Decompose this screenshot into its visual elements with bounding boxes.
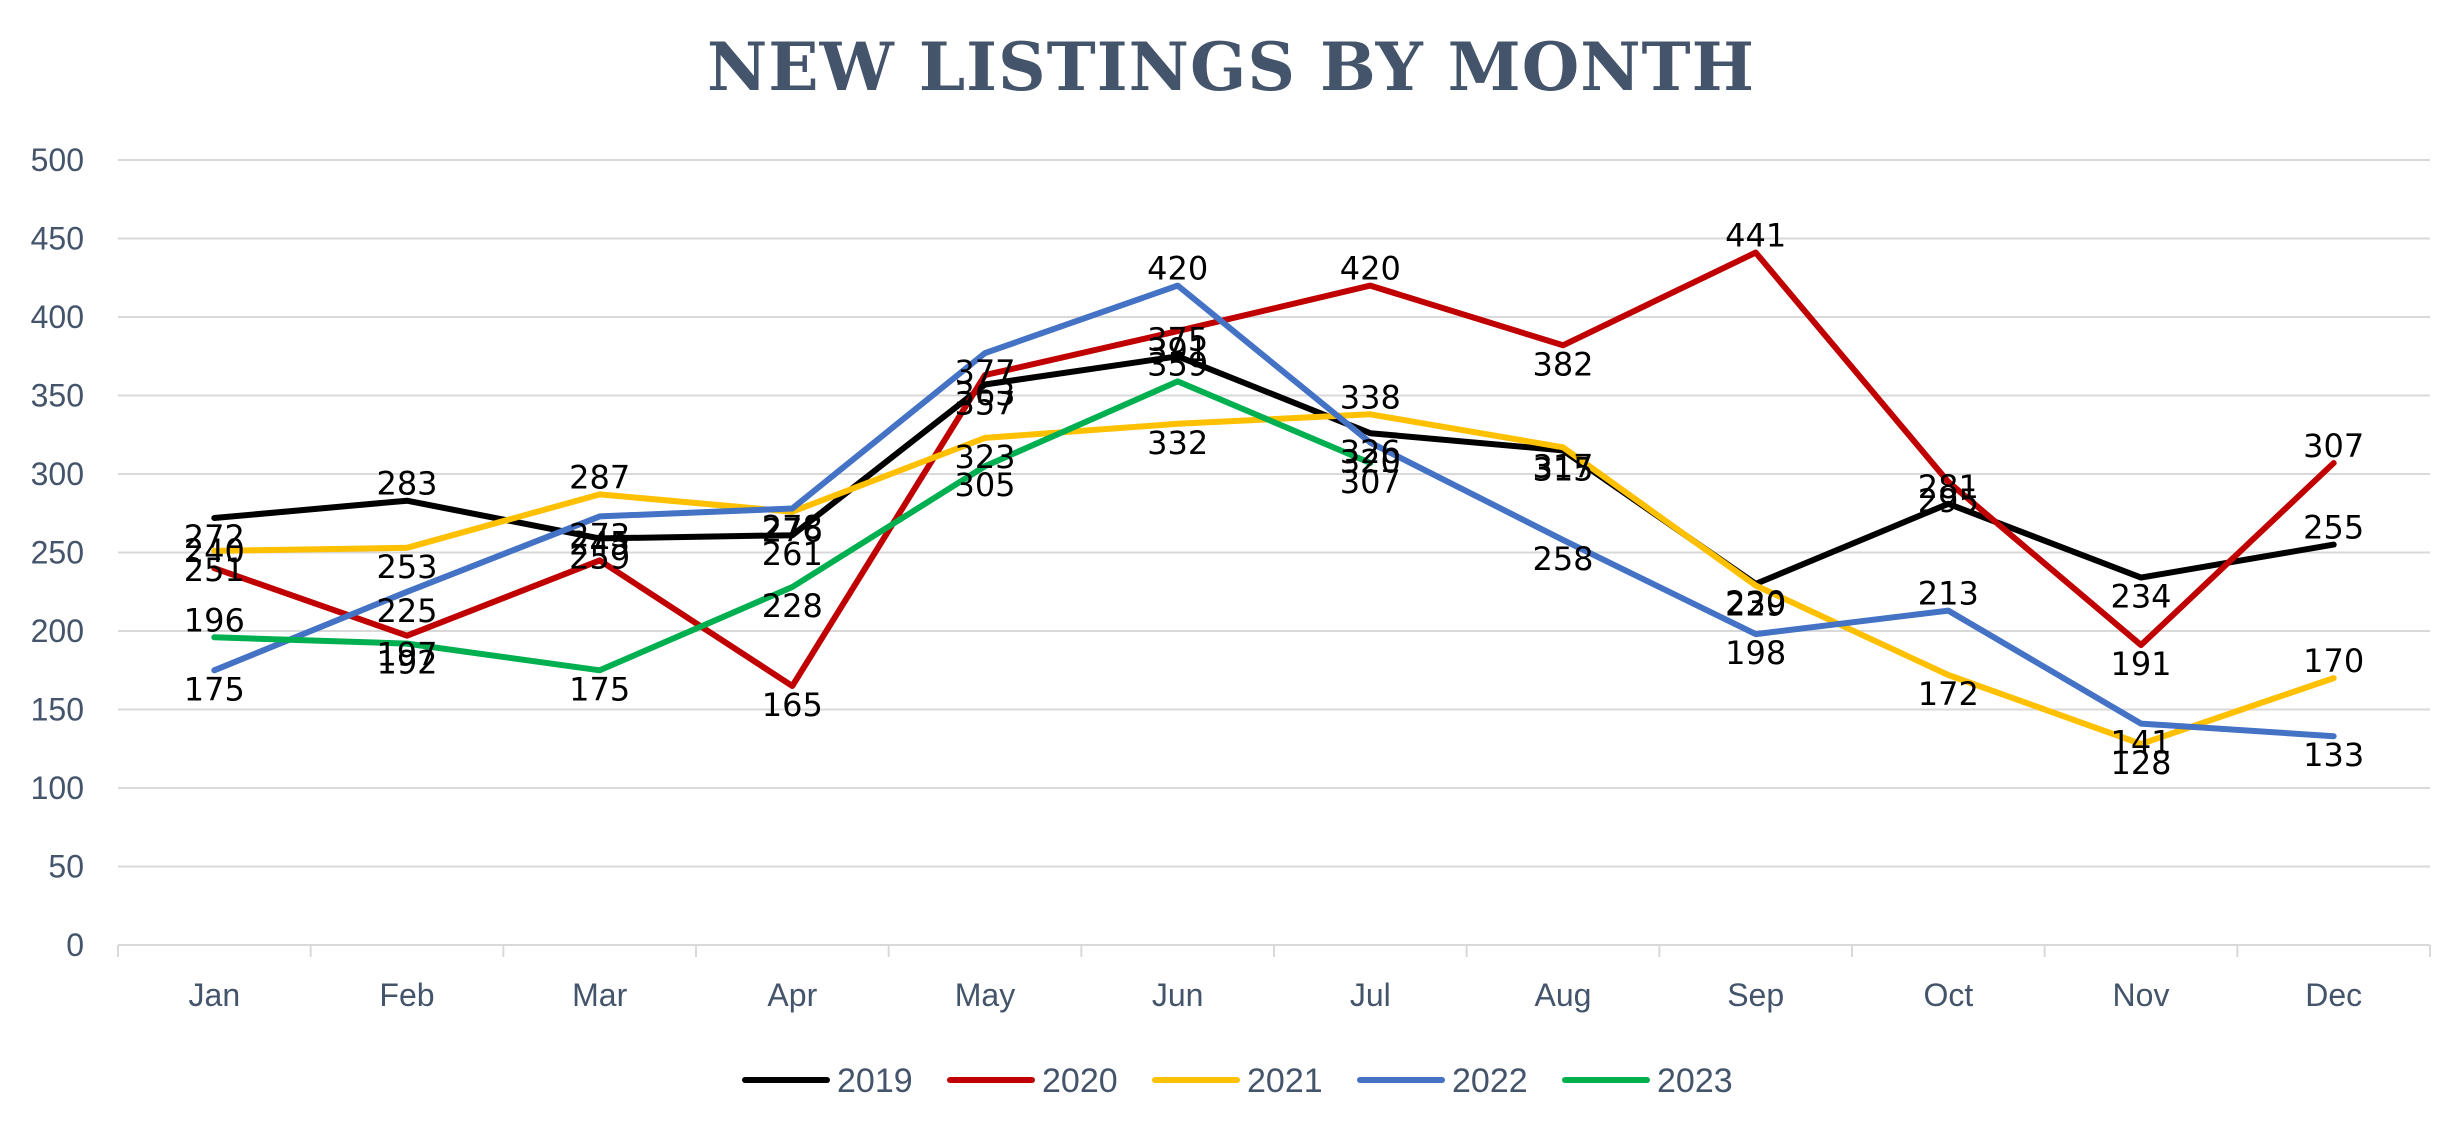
data-label-2019: 272 bbox=[184, 518, 245, 556]
data-label-2021: 128 bbox=[2110, 744, 2171, 782]
data-label-2019: 315 bbox=[1532, 450, 1593, 488]
x-tick-label: Oct bbox=[1923, 977, 1973, 1013]
y-tick-label: 250 bbox=[31, 535, 84, 571]
x-tick-label: Jul bbox=[1350, 977, 1391, 1013]
legend: 2019 2020 2021 2022 2023 bbox=[742, 1062, 1733, 1100]
data-label-2021: 317 bbox=[1532, 447, 1593, 485]
y-tick-label: 300 bbox=[31, 456, 84, 492]
series-line-2020 bbox=[211, 249, 2337, 689]
x-tick-label: Sep bbox=[1727, 977, 1784, 1013]
data-label-2021: 323 bbox=[954, 438, 1015, 476]
series-lines bbox=[211, 249, 2337, 747]
data-label-2021: 229 bbox=[1725, 585, 1786, 623]
data-label-2021: 338 bbox=[1340, 378, 1401, 416]
data-label-2022: 141 bbox=[2110, 724, 2171, 762]
data-label-2023: 307 bbox=[1340, 463, 1401, 501]
data-label-2022: 175 bbox=[184, 670, 245, 708]
data-label-2020: 191 bbox=[2110, 645, 2171, 683]
data-label-2022: 278 bbox=[762, 509, 823, 547]
data-label-2020: 240 bbox=[184, 532, 245, 570]
data-label-2019: 255 bbox=[2303, 509, 2364, 547]
data-label-2023: 305 bbox=[954, 466, 1015, 504]
x-tick-label: Apr bbox=[767, 977, 817, 1013]
series-line-2019 bbox=[211, 353, 2337, 587]
data-label-2022: 420 bbox=[1147, 250, 1208, 288]
data-label-2019: 230 bbox=[1725, 584, 1786, 622]
data-label-2023: 359 bbox=[1147, 345, 1208, 383]
data-label-2022: 273 bbox=[569, 516, 630, 554]
series-line-2023 bbox=[211, 378, 1374, 674]
data-label-2022: 133 bbox=[2303, 736, 2364, 774]
data-label-2023: 228 bbox=[762, 587, 823, 625]
y-tick-label: 50 bbox=[48, 849, 84, 885]
data-label-2020: 441 bbox=[1725, 217, 1786, 255]
y-tick-label: 500 bbox=[31, 142, 84, 178]
data-label-2021: 170 bbox=[2303, 642, 2364, 680]
data-label-2020: 391 bbox=[1147, 331, 1208, 369]
data-label-2021: 287 bbox=[569, 458, 630, 496]
x-tick-label: Nov bbox=[2113, 977, 2170, 1013]
data-label-2022: 320 bbox=[1340, 443, 1401, 481]
data-label-2019: 281 bbox=[1918, 468, 1979, 506]
data-label-2021: 251 bbox=[184, 551, 245, 589]
legend-label-2023: 2023 bbox=[1657, 1062, 1733, 1100]
axes: 0 50 100 150 200 250 300 350 400 450 500 Jan Feb Mar A… bbox=[31, 142, 2431, 1013]
y-tick-label: 450 bbox=[31, 221, 84, 257]
data-label-2019: 234 bbox=[2110, 578, 2171, 616]
data-label-2022: 377 bbox=[954, 353, 1015, 391]
data-label-2019: 283 bbox=[376, 465, 437, 503]
data-label-2019: 259 bbox=[569, 538, 630, 576]
x-tick-label: Mar bbox=[572, 977, 627, 1013]
data-label-2023: 196 bbox=[184, 601, 245, 639]
data-labels: 272 283 259 261 357 375 326 315 230 281 234 255 240 1… bbox=[184, 217, 2364, 782]
gridlines bbox=[118, 159, 2430, 868]
y-tick-label: 200 bbox=[31, 613, 84, 649]
x-tick-label: Dec bbox=[2305, 977, 2362, 1013]
legend-label-2020: 2020 bbox=[1042, 1062, 1118, 1100]
data-label-2021: 172 bbox=[1918, 675, 1979, 713]
data-label-2020: 165 bbox=[762, 686, 823, 724]
data-label-2020: 197 bbox=[376, 636, 437, 674]
data-label-2019: 326 bbox=[1340, 433, 1401, 471]
x-tick-label: Feb bbox=[379, 977, 434, 1013]
data-label-2019: 375 bbox=[1147, 320, 1208, 358]
legend-label-2019: 2019 bbox=[837, 1062, 913, 1100]
series-line-2022 bbox=[211, 282, 2337, 740]
legend-label-2021: 2021 bbox=[1247, 1062, 1323, 1100]
data-label-2020: 295 bbox=[1918, 482, 1979, 520]
x-tick-label: Jun bbox=[1152, 977, 1204, 1013]
chart-title: NEW LISTINGS BY MONTH bbox=[706, 28, 1756, 106]
data-label-2023: 175 bbox=[569, 670, 630, 708]
data-label-2020: 382 bbox=[1532, 345, 1593, 383]
data-label-2020: 363 bbox=[954, 375, 1015, 413]
y-tick-label: 350 bbox=[31, 378, 84, 414]
series-line-2021 bbox=[211, 411, 2337, 747]
data-label-2020: 420 bbox=[1340, 250, 1401, 288]
data-label-2023: 192 bbox=[376, 644, 437, 682]
y-tick-label: 100 bbox=[31, 770, 84, 806]
data-label-2020: 307 bbox=[2303, 427, 2364, 465]
y-tick-label: 0 bbox=[66, 927, 84, 963]
data-label-2020: 245 bbox=[569, 524, 630, 562]
data-label-2022: 213 bbox=[1918, 575, 1979, 613]
x-tick-label: Aug bbox=[1535, 977, 1592, 1013]
legend-label-2022: 2022 bbox=[1452, 1062, 1528, 1100]
data-label-2019: 261 bbox=[762, 535, 823, 573]
data-label-2021: 253 bbox=[376, 548, 437, 586]
data-label-2022: 225 bbox=[376, 592, 437, 630]
x-tick-label: May bbox=[955, 977, 1015, 1013]
data-label-2022: 198 bbox=[1725, 634, 1786, 672]
data-label-2022: 258 bbox=[1532, 540, 1593, 578]
y-tick-label: 400 bbox=[31, 299, 84, 335]
x-tick-label: Jan bbox=[189, 977, 241, 1013]
data-label-2021: 276 bbox=[762, 512, 823, 550]
data-label-2021: 332 bbox=[1147, 424, 1208, 462]
data-label-2019: 357 bbox=[954, 385, 1015, 423]
y-tick-label: 150 bbox=[31, 692, 84, 728]
